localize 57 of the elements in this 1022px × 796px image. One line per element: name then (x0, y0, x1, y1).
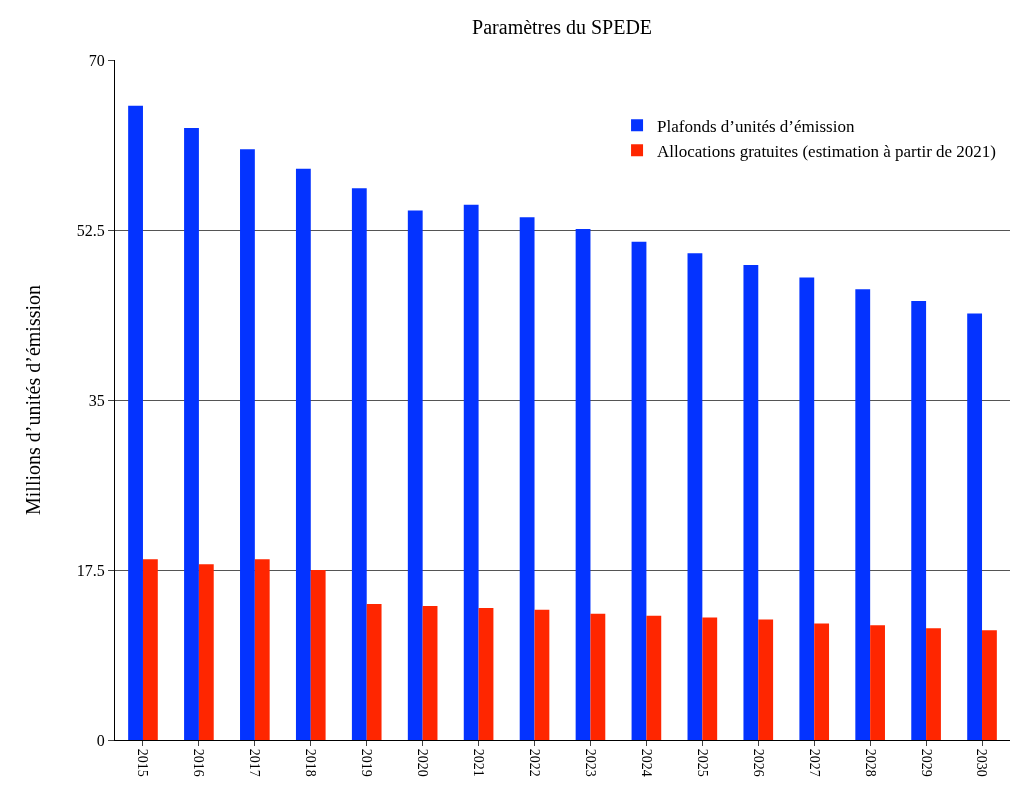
y-tick-label: 52.5 (76, 221, 105, 239)
bar (926, 628, 941, 740)
bar (366, 604, 382, 740)
x-tick-label: 2025 (694, 748, 710, 777)
x-tick-label: 2027 (806, 748, 822, 777)
y-axis-title: Millions d’unités d’émission (22, 285, 45, 515)
x-tick-label: 2023 (582, 748, 598, 777)
bar (254, 559, 270, 740)
bar (478, 607, 494, 740)
x-tick-label: 2028 (862, 748, 878, 777)
x-tick-label: 2019 (359, 748, 375, 777)
bar (198, 564, 214, 740)
bar (184, 128, 199, 740)
bar (743, 264, 759, 740)
bar (870, 625, 885, 740)
bar (702, 617, 718, 740)
bar (758, 619, 774, 740)
bar (631, 241, 647, 740)
x-tick-label: 2020 (415, 748, 431, 777)
bar (590, 613, 606, 740)
x-tick-label: 2026 (750, 748, 766, 777)
bar (295, 168, 311, 740)
bar (814, 623, 830, 740)
y-tick-label: 0 (96, 731, 105, 749)
x-tick-label: 2030 (974, 748, 990, 777)
bar (534, 609, 550, 740)
bar (310, 570, 326, 740)
bar (799, 277, 815, 740)
bar (646, 615, 662, 740)
bar (240, 149, 255, 740)
x-tick-label: 2015 (135, 748, 151, 777)
bar (687, 253, 703, 740)
bar (982, 630, 997, 740)
bar (422, 605, 438, 740)
bar (911, 300, 927, 740)
x-tick-label: 2018 (303, 748, 319, 777)
bar (351, 188, 367, 740)
bar (855, 289, 871, 740)
x-tick-label: 2029 (918, 748, 934, 777)
bar (128, 105, 143, 740)
x-tick-label: 2024 (638, 748, 654, 777)
bar (967, 313, 983, 740)
legend-label: Plafonds d’unités d’émission (657, 116, 855, 136)
bar (142, 559, 158, 740)
y-tick-label: 70 (88, 51, 105, 69)
bar (463, 204, 479, 740)
bar (519, 217, 535, 740)
y-tick-label: 17.5 (76, 561, 105, 579)
legend-label: Allocations gratuites (estimation à partir de 2021) (657, 141, 997, 161)
y-tick-label: 35 (88, 391, 105, 409)
x-tick-label: 2017 (247, 748, 263, 777)
chart-title: Paramètres du SPEDE (472, 15, 653, 38)
bar (575, 229, 591, 740)
x-tick-label: 2021 (471, 748, 487, 777)
bar (407, 210, 423, 740)
x-tick-label: 2016 (191, 748, 207, 777)
x-tick-label: 2022 (526, 748, 542, 777)
